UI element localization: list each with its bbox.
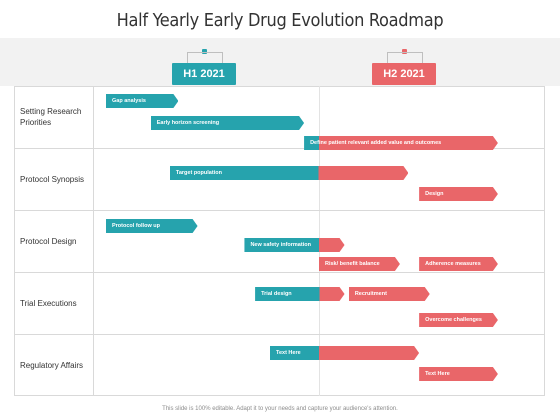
h2-connector: [387, 52, 423, 63]
task-label: Trial design: [261, 291, 292, 297]
slide-title: Half Yearly Early Drug Evolution Roadmap: [116, 10, 444, 31]
category-divider: [93, 86, 94, 396]
h2-marker-icon: [402, 49, 407, 54]
task-bar: [151, 116, 304, 130]
task-bar: [419, 257, 498, 271]
row-separator: [14, 334, 545, 335]
task-label: Recruitment: [354, 291, 387, 297]
task-bar: [106, 219, 198, 233]
row-separator: [14, 148, 545, 149]
task-label: Risk/ benefit balance: [325, 261, 380, 267]
category-label: Regulatory Affairs: [20, 360, 83, 370]
h1-connector: [187, 52, 223, 63]
roadmap-grid: [14, 86, 545, 396]
task-bar: [170, 166, 409, 180]
task-label: New safety information: [250, 242, 311, 248]
row-separator: [14, 272, 545, 273]
task-label: Define patient relevant added value and …: [310, 140, 442, 146]
task-bar: [106, 94, 178, 108]
task-label: Text Here: [425, 371, 450, 377]
task-bar: [319, 257, 400, 271]
task-label: Early horizon screening: [156, 120, 220, 126]
period-h2-label: H2 2021: [372, 63, 436, 85]
task-bar: [419, 367, 498, 381]
task-bar: [304, 136, 498, 150]
task-bar: [244, 238, 344, 252]
category-label: Setting Research Priorities: [20, 107, 82, 127]
task-label: Target population: [175, 170, 222, 176]
category-label: Trial Executions: [20, 298, 77, 308]
task-label: Text Here: [276, 350, 301, 356]
h1-marker-icon: [202, 49, 207, 54]
task-bar: [419, 313, 498, 327]
task-bar: [270, 346, 419, 360]
task-label: Overcome challenges: [425, 317, 482, 323]
category-label: Protocol Design: [20, 236, 77, 246]
footer-note: This slide is 100% editable. Adapt it to…: [162, 406, 398, 412]
task-bar: [255, 287, 344, 301]
task-label: Design: [425, 191, 444, 197]
task-label: Protocol follow up: [112, 223, 160, 229]
category-label: Protocol Synopsis: [20, 174, 85, 184]
period-h1-label: H1 2021: [172, 63, 236, 85]
task-label: Adherence measures: [425, 261, 481, 267]
header-band: [0, 38, 560, 86]
row-separator: [14, 210, 545, 211]
task-label: Gap analysis: [112, 98, 146, 104]
task-bar: [419, 187, 498, 201]
task-bar: [349, 287, 430, 301]
